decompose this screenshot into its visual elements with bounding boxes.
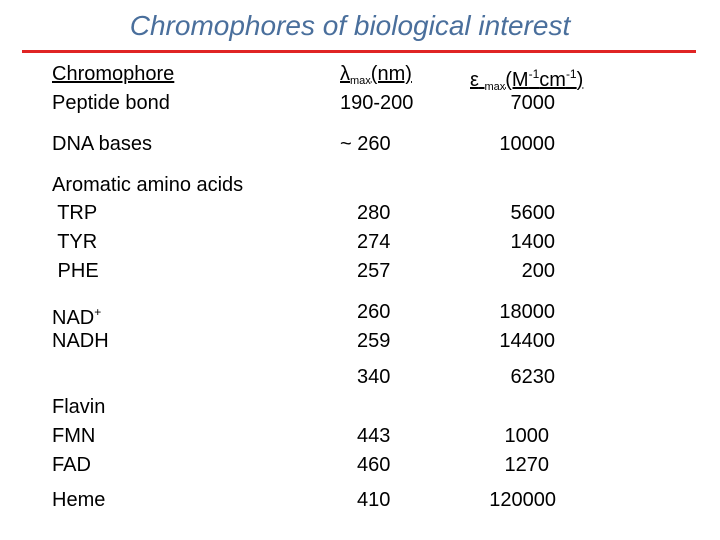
- row-nad-plus-eps: 18000: [499, 301, 555, 323]
- row-fmn-eps: 1000: [504, 425, 550, 447]
- row-dna-name: DNA bases: [52, 133, 153, 155]
- row-nad-plus-name: NAD+: [52, 298, 101, 333]
- epsilon-unit-c: ): [576, 69, 584, 91]
- row-heme-name: Heme: [52, 489, 106, 511]
- row-dna-eps: 10000: [499, 133, 555, 155]
- nad-plus-superscript: +: [94, 305, 102, 319]
- row-phe-name: PHE: [52, 260, 99, 282]
- lambda-symbol: λ: [340, 63, 350, 85]
- nad-label: NAD: [52, 307, 95, 329]
- epsilon-unit-b: cm: [539, 69, 566, 91]
- row-fad-eps: 1270: [504, 454, 550, 476]
- row-tyr-lambda: 274: [357, 231, 391, 253]
- row-trp-lambda: 280: [357, 202, 391, 224]
- row-phe-eps: 200: [521, 260, 555, 282]
- row-nadh-eps: 14400: [499, 330, 555, 352]
- row-trp-name: TRP: [52, 202, 98, 224]
- row-fmn-name: FMN: [52, 425, 96, 447]
- lambda-subscript: max: [350, 75, 371, 87]
- row-aromatic-name: Aromatic amino acids: [52, 174, 244, 196]
- row-fad-name: FAD: [52, 454, 91, 476]
- row-dna-lambda: ~ 260: [340, 133, 391, 155]
- row-heme-eps: 120000: [489, 489, 556, 511]
- row-peptide-lambda: 190-200: [340, 92, 414, 114]
- row-trp-eps: 5600: [510, 202, 556, 224]
- lambda-max-header: λmax(nm): [340, 60, 412, 96]
- row-phe-lambda: 257: [357, 260, 391, 282]
- chromophore-header: Chromophore: [52, 63, 175, 85]
- row-tyr-name: TYR: [52, 231, 98, 253]
- row-nadh-extra-eps: 6230: [510, 366, 556, 388]
- title-divider: [22, 50, 696, 53]
- slide-title: Chromophores of biological interest: [129, 10, 571, 41]
- lambda-unit: (nm): [370, 63, 412, 85]
- epsilon-sup-2: -1: [565, 67, 577, 81]
- row-nadh-name: NADH: [52, 330, 109, 352]
- row-fad-lambda: 460: [357, 454, 391, 476]
- row-peptide-name: Peptide bond: [52, 92, 170, 114]
- row-peptide-eps: 7000: [510, 92, 556, 114]
- epsilon-unit-a: (M: [505, 69, 529, 91]
- row-nadh-lambda: 259: [357, 330, 391, 352]
- epsilon-max-header: ε max(M-1cm-1): [470, 60, 583, 102]
- epsilon-symbol: ε: [470, 69, 479, 91]
- row-fmn-lambda: 443: [357, 425, 391, 447]
- row-tyr-eps: 1400: [510, 231, 556, 253]
- epsilon-sup-1: -1: [528, 67, 540, 81]
- epsilon-subscript: max: [484, 81, 506, 93]
- row-heme-lambda: 410: [357, 489, 391, 511]
- row-nad-plus-lambda: 260: [357, 301, 391, 323]
- row-nadh-extra-lambda: 340: [357, 366, 391, 388]
- row-flavin-name: Flavin: [52, 396, 106, 418]
